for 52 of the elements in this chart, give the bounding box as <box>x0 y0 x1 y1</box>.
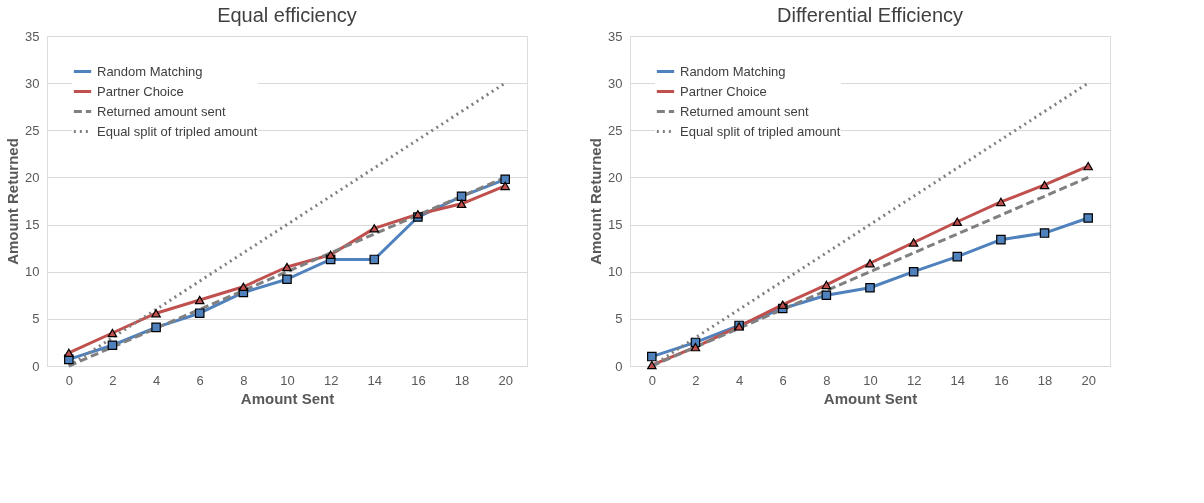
y-tick-label: 0 <box>32 358 40 374</box>
y-tick-label: 30 <box>25 75 40 91</box>
legend-label: Random Matching <box>680 63 786 79</box>
x-tick-label: 6 <box>196 372 204 388</box>
x-axis-title: Amount Sent <box>823 389 918 407</box>
x-tick-label: 18 <box>454 372 470 388</box>
chart-title: Equal efficiency <box>217 4 357 26</box>
y-tick-label: 20 <box>25 169 40 185</box>
y-tick-label: 25 <box>608 122 623 138</box>
legend-label: Equal split of tripled amount <box>680 123 841 139</box>
y-axis-title: Amount Returned <box>4 138 22 265</box>
y-tick-label: 5 <box>615 311 623 327</box>
y-tick-label: 25 <box>25 122 40 138</box>
y-tick-label: 35 <box>25 28 40 44</box>
x-tick-label: 6 <box>779 372 787 388</box>
legend-label: Returned amount sent <box>97 103 227 119</box>
y-tick-label: 10 <box>608 264 623 280</box>
chart-title: Differential Efficiency <box>776 4 964 26</box>
x-tick-label: 18 <box>1037 372 1053 388</box>
x-tick-label: 0 <box>648 372 656 388</box>
legend-label: Equal split of tripled amount <box>97 123 258 139</box>
x-tick-label: 8 <box>240 372 248 388</box>
x-tick-label: 4 <box>152 372 161 388</box>
y-tick-label: 15 <box>608 217 623 233</box>
x-tick-label: 14 <box>950 372 966 388</box>
x-axis-title: Amount Sent <box>240 389 335 407</box>
x-tick-label: 16 <box>411 372 426 388</box>
y-tick-label: 30 <box>608 75 623 91</box>
x-tick-label: 10 <box>863 372 878 388</box>
y-tick-label: 15 <box>25 217 40 233</box>
legend-label: Partner Choice <box>97 83 184 99</box>
x-tick-label: 2 <box>692 372 700 388</box>
legend-label: Partner Choice <box>680 83 767 99</box>
x-tick-label: 10 <box>280 372 295 388</box>
x-tick-label: 12 <box>906 372 922 388</box>
x-tick-label: 0 <box>65 372 73 388</box>
y-tick-label: 0 <box>615 358 623 374</box>
y-tick-label: 35 <box>608 28 623 44</box>
x-tick-label: 20 <box>498 372 513 388</box>
legend-label: Returned amount sent <box>680 103 810 119</box>
legend-label: Random Matching <box>97 63 203 79</box>
x-tick-label: 20 <box>1081 372 1096 388</box>
x-tick-label: 16 <box>994 372 1009 388</box>
x-tick-label: 8 <box>823 372 831 388</box>
y-tick-label: 20 <box>608 169 623 185</box>
y-axis-title: Amount Returned <box>587 138 605 265</box>
x-tick-label: 2 <box>109 372 117 388</box>
y-tick-label: 10 <box>25 264 40 280</box>
y-tick-label: 5 <box>32 311 40 327</box>
x-tick-label: 12 <box>323 372 339 388</box>
x-tick-label: 4 <box>735 372 744 388</box>
x-tick-label: 14 <box>367 372 383 388</box>
